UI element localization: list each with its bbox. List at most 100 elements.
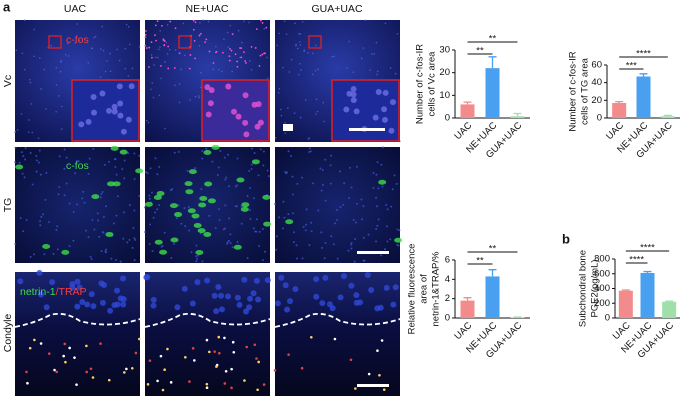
stain bbox=[125, 367, 128, 371]
y-tick-label: 0 bbox=[445, 313, 450, 324]
nucleus bbox=[195, 244, 198, 247]
nucleus bbox=[131, 67, 134, 70]
scale-bar bbox=[283, 124, 293, 131]
nucleus bbox=[189, 300, 196, 307]
stain bbox=[261, 22, 264, 24]
nucleus bbox=[97, 219, 100, 222]
nucleus bbox=[120, 301, 127, 308]
nucleus bbox=[20, 151, 23, 154]
stain bbox=[211, 144, 220, 150]
nucleus bbox=[246, 194, 249, 197]
nucleus bbox=[348, 196, 351, 199]
nucleus bbox=[315, 98, 318, 101]
bar bbox=[485, 276, 500, 318]
stain bbox=[75, 383, 78, 386]
bar bbox=[460, 104, 475, 118]
nucleus bbox=[377, 304, 384, 311]
stain bbox=[135, 168, 144, 174]
nucleus bbox=[67, 55, 70, 57]
nucleus bbox=[128, 204, 131, 207]
nucleus bbox=[282, 200, 285, 203]
significance-label: ** bbox=[476, 46, 484, 57]
nucleus bbox=[101, 191, 104, 194]
nucleus bbox=[201, 157, 204, 160]
nucleus bbox=[182, 22, 185, 25]
nucleus bbox=[123, 211, 126, 214]
stain bbox=[394, 237, 403, 243]
y-axis-label: cells of TG area bbox=[580, 57, 591, 125]
nucleus bbox=[298, 73, 300, 76]
nucleus bbox=[150, 191, 153, 194]
nucleus bbox=[194, 167, 197, 170]
stain bbox=[169, 203, 178, 209]
y-tick-label: 200 bbox=[594, 298, 610, 309]
nucleus bbox=[198, 96, 200, 99]
nucleus bbox=[274, 137, 277, 139]
nucleus bbox=[231, 246, 234, 249]
nucleus bbox=[301, 176, 304, 179]
inset-cell bbox=[381, 116, 388, 123]
nucleus bbox=[58, 185, 61, 188]
nucleus bbox=[24, 147, 27, 150]
nucleus bbox=[149, 223, 152, 226]
nucleus bbox=[82, 190, 85, 193]
error-bar bbox=[639, 73, 648, 77]
inset-cell bbox=[350, 86, 357, 93]
stain bbox=[185, 189, 194, 195]
nucleus bbox=[284, 170, 287, 173]
stain bbox=[265, 26, 268, 29]
nucleus bbox=[102, 49, 105, 52]
stain bbox=[39, 342, 43, 345]
stain bbox=[224, 369, 228, 373]
micrograph bbox=[275, 147, 400, 263]
nucleus bbox=[248, 209, 251, 212]
nucleus bbox=[284, 132, 287, 134]
nucleus bbox=[250, 290, 257, 297]
nucleus bbox=[72, 210, 75, 213]
nucleus bbox=[19, 217, 22, 220]
nucleus bbox=[301, 257, 304, 260]
nucleus bbox=[169, 189, 172, 192]
y-tick-label: 600 bbox=[594, 268, 610, 279]
stain bbox=[221, 51, 224, 54]
nucleus bbox=[158, 94, 161, 97]
error-bar bbox=[643, 270, 652, 274]
nucleus bbox=[87, 172, 90, 175]
stain bbox=[184, 355, 187, 359]
nucleus bbox=[218, 292, 225, 299]
stain bbox=[134, 351, 138, 355]
stain bbox=[155, 39, 158, 42]
y-tick-label: 0 bbox=[605, 313, 610, 324]
nucleus bbox=[122, 237, 125, 240]
nucleus bbox=[287, 107, 289, 110]
stain bbox=[159, 354, 163, 358]
nucleus bbox=[14, 130, 17, 133]
nucleus bbox=[299, 116, 302, 119]
stain bbox=[163, 368, 166, 371]
nucleus bbox=[223, 156, 226, 159]
stain bbox=[230, 49, 233, 52]
nucleus bbox=[246, 304, 253, 311]
nucleus bbox=[39, 224, 42, 227]
nucleus bbox=[331, 55, 334, 58]
nucleus bbox=[287, 298, 294, 305]
nucleus bbox=[295, 44, 297, 47]
nucleus bbox=[147, 121, 150, 124]
nucleus bbox=[31, 131, 34, 134]
nucleus bbox=[75, 160, 78, 163]
nucleus bbox=[180, 68, 182, 71]
nucleus bbox=[37, 137, 40, 139]
stain bbox=[26, 381, 29, 385]
nucleus bbox=[250, 147, 253, 150]
stain bbox=[170, 237, 179, 243]
nucleus bbox=[287, 150, 290, 153]
nucleus bbox=[42, 213, 45, 216]
significance-label: **** bbox=[629, 255, 644, 266]
nucleus bbox=[288, 71, 291, 73]
inset-cell bbox=[243, 131, 250, 138]
nucleus bbox=[195, 260, 198, 263]
error-bar bbox=[488, 56, 497, 69]
nucleus bbox=[101, 25, 104, 28]
stain bbox=[148, 359, 152, 362]
nucleus bbox=[28, 119, 30, 121]
